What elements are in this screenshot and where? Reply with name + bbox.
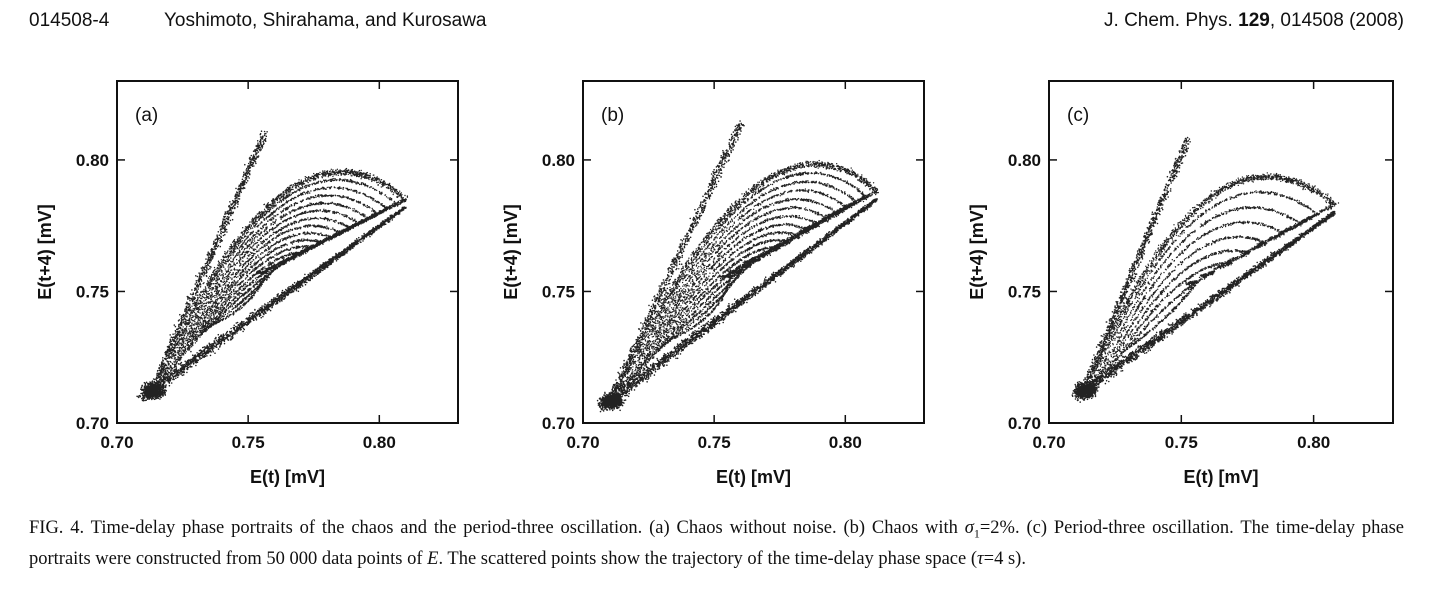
caption-text-1: Time-delay phase portraits of the chaos …: [84, 518, 965, 538]
panel-label: (a): [135, 105, 158, 126]
journal-article: , 014508 (2008): [1269, 10, 1404, 31]
authors: Yoshimoto, Shirahama, and Kurosawa: [164, 10, 487, 31]
y-tick-label: 0.70: [1008, 414, 1041, 433]
caption-tau: τ: [977, 548, 984, 569]
panel-label: (b): [601, 105, 624, 126]
caption-sigma-sub: 1: [973, 526, 980, 541]
panel-a: 0.70 0.75 0.80 0.70 0.75 0.80 E(t) [mV] E(t+4) …: [35, 80, 459, 487]
y-tick-label: 0.80: [542, 151, 575, 170]
plot-frame: [582, 80, 925, 424]
y-tick-label: 0.70: [542, 414, 575, 433]
x-axis-label: E(t) [mV]: [250, 467, 325, 487]
y-axis-label: E(t+4) [mV]: [967, 204, 987, 300]
x-tick-label: 0.75: [232, 433, 265, 452]
figure-4-phase-portraits: 0.70 0.75 0.80 0.70 0.75 0.80 E(t) [mV] E(t+4) …: [35, 80, 1394, 487]
y-tick-label: 0.70: [76, 414, 109, 433]
panel-label: (c): [1067, 105, 1089, 126]
y-tick-label: 0.75: [542, 282, 575, 301]
plot-frame: [1048, 80, 1394, 424]
y-axis-label: E(t+4) [mV]: [501, 204, 521, 300]
panel-b: 0.70 0.75 0.80 0.70 0.75 0.80 E(t) [mV] E(t+4) …: [501, 80, 925, 487]
scatter-points: [596, 120, 879, 413]
scatter-points: [136, 130, 409, 402]
x-axis-label: E(t) [mV]: [716, 467, 791, 487]
caption-label: FIG. 4.: [29, 518, 85, 538]
journal-name: J. Chem. Phys.: [1104, 10, 1233, 31]
caption-text-4: =4 s).: [983, 548, 1026, 569]
figure-caption: FIG. 4. Time-delay phase portraits of th…: [29, 516, 1404, 572]
y-tick-label: 0.75: [76, 282, 109, 301]
y-axis-label: E(t+4) [mV]: [35, 204, 55, 300]
x-axis-label: E(t) [mV]: [1184, 467, 1259, 487]
scatter-points: [1071, 136, 1340, 403]
plot-frame: [116, 80, 459, 424]
trajectory-points: [136, 130, 409, 402]
x-tick-label: 0.80: [363, 433, 396, 452]
x-tick-label: 0.70: [566, 433, 599, 452]
panel-c: 0.70 0.75 0.80 0.70 0.75 0.80 E(t) [mV] E(t+4) …: [967, 80, 1394, 487]
caption-text-3: . The scattered points show the trajecto…: [438, 548, 978, 569]
x-tick-label: 0.70: [1032, 433, 1065, 452]
page-header: 014508-4 Yoshimoto, Shirahama, and Kuros…: [0, 10, 1456, 38]
y-tick-label: 0.80: [76, 151, 109, 170]
y-tick-label: 0.80: [1008, 151, 1041, 170]
caption-sigma: σ: [964, 518, 974, 538]
trajectory-points: [596, 120, 879, 413]
trajectory-points: [1071, 136, 1340, 403]
journal-citation: J. Chem. Phys. 129, 014508 (2008): [1104, 10, 1404, 32]
journal-volume: 129: [1238, 10, 1270, 31]
x-tick-label: 0.75: [1165, 433, 1198, 452]
x-tick-label: 0.75: [698, 433, 731, 452]
caption-E: E: [427, 548, 439, 569]
page-number: 014508-4: [29, 10, 110, 31]
x-tick-label: 0.80: [1297, 433, 1330, 452]
x-tick-label: 0.70: [100, 433, 133, 452]
caption-text-2: =2%. (c) Period-three oscillation. The t…: [29, 518, 1405, 569]
y-tick-label: 0.75: [1008, 282, 1041, 301]
x-tick-label: 0.80: [829, 433, 862, 452]
